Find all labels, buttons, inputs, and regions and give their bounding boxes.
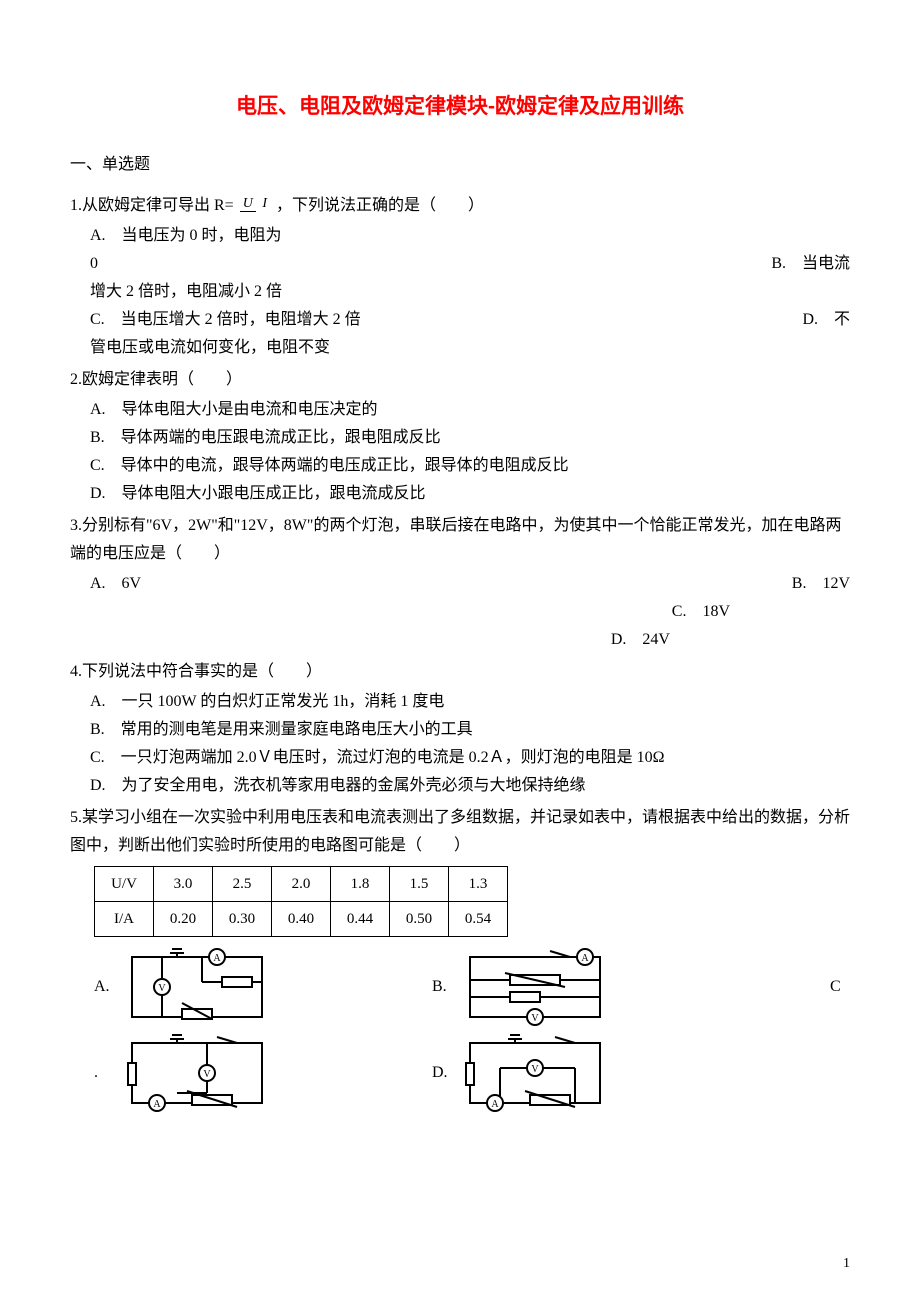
- fraction-u-over-i: U I: [240, 197, 270, 211]
- q4-stem: 4.下列说法中符合事实的是（ ）: [70, 658, 850, 686]
- q2-options: A. 导体电阻大小是由电流和电压决定的 B. 导体两端的电压跟电流成正比，跟电阻…: [70, 396, 850, 508]
- q2-stem: 2.欧姆定律表明（ ）: [70, 366, 850, 394]
- svg-text:V: V: [203, 1069, 211, 1080]
- q1-opt-b-part2: 增大 2 倍时，电阻减小 2 倍: [90, 278, 850, 306]
- cell: 2.5: [213, 867, 272, 902]
- q3-stem: 3.分别标有"6V，2W"和"12V，8W"的两个灯泡，串联后接在电路中，为使其…: [70, 512, 850, 568]
- question-4: 4.下列说法中符合事实的是（ ） A. 一只 100W 的白炽灯正常发光 1h，…: [70, 658, 850, 800]
- q5-opt-a-label: A.: [94, 973, 114, 1001]
- svg-text:A: A: [153, 1099, 161, 1110]
- q5-data-table: U/V 3.0 2.5 2.0 1.8 1.5 1.3 I/A 0.20 0.3…: [94, 866, 508, 937]
- table-row: U/V 3.0 2.5 2.0 1.8 1.5 1.3: [95, 867, 508, 902]
- q4-opt-a: A. 一只 100W 的白炽灯正常发光 1h，消耗 1 度电: [90, 688, 850, 716]
- q2-opt-c: C. 导体中的电流，跟导体两端的电压成正比，跟导体的电阻成反比: [90, 452, 850, 480]
- page: 电压、电阻及欧姆定律模块-欧姆定律及应用训练 一、单选题 1.从欧姆定律可导出 …: [0, 0, 920, 1302]
- cell: U/V: [95, 867, 154, 902]
- q5-opt-c-label-part1: C: [830, 973, 850, 1001]
- cell: 3.0: [154, 867, 213, 902]
- q4-opt-b: B. 常用的测电笔是用来测量家庭电路电压大小的工具: [90, 716, 850, 744]
- svg-text:A: A: [213, 953, 221, 964]
- q1-opt-d-part1: D. 不: [802, 306, 850, 334]
- circuit-diagram-c: V A: [122, 1033, 272, 1113]
- circuit-diagram-d: V A: [460, 1033, 610, 1113]
- question-3: 3.分别标有"6V，2W"和"12V，8W"的两个灯泡，串联后接在电路中，为使其…: [70, 512, 850, 654]
- q1-opt-b-part1: B. 当电流: [771, 250, 850, 278]
- q3-options: A. 6V B. 12V C. 18V D. 24V: [70, 570, 850, 654]
- q3-opt-c: C. 18V: [672, 603, 730, 620]
- section-heading: 一、单选题: [70, 150, 850, 174]
- svg-text:A: A: [491, 1099, 499, 1110]
- q4-options: A. 一只 100W 的白炽灯正常发光 1h，消耗 1 度电 B. 常用的测电笔…: [70, 688, 850, 800]
- q1-stem: 1.从欧姆定律可导出 R= U I ，下列说法正确的是（ ）: [70, 192, 850, 220]
- frac-num: U: [240, 196, 256, 212]
- circuit-diagram-a: A V: [122, 947, 272, 1027]
- cell: 0.54: [449, 902, 508, 937]
- cell: I/A: [95, 902, 154, 937]
- cell: 0.30: [213, 902, 272, 937]
- q2-opt-a: A. 导体电阻大小是由电流和电压决定的: [90, 396, 850, 424]
- q1-options: A. 当电压为 0 时，电阻为 0 B. 当电流 增大 2 倍时，电阻减小 2 …: [70, 222, 850, 362]
- q4-opt-c: C. 一只灯泡两端加 2.0Ｖ电压时，流过灯泡的电流是 0.2Ａ，则灯泡的电阻是…: [90, 744, 850, 772]
- svg-text:A: A: [581, 953, 589, 964]
- q5-opt-c-label-part2: .: [94, 1059, 114, 1087]
- q1-opt-c: C. 当电压增大 2 倍时，电阻增大 2 倍: [90, 306, 361, 334]
- doc-title: 电压、电阻及欧姆定律模块-欧姆定律及应用训练: [70, 90, 850, 120]
- page-number: 1: [843, 1256, 850, 1272]
- svg-text:V: V: [531, 1064, 539, 1075]
- q1-opt-a-line2: 0: [90, 250, 98, 278]
- frac-den: I: [259, 196, 270, 211]
- table-row: I/A 0.20 0.30 0.40 0.44 0.50 0.54: [95, 902, 508, 937]
- cell: 1.3: [449, 867, 508, 902]
- q1-stem-b: ，下列说法正确的是（ ）: [276, 197, 484, 214]
- q2-opt-d: D. 导体电阻大小跟电压成正比，跟电流成反比: [90, 480, 850, 508]
- q3-opt-a: A. 6V: [90, 570, 141, 598]
- cell: 0.50: [390, 902, 449, 937]
- circuit-row-2: . V A: [94, 1033, 850, 1113]
- q1-opt-d-part2: 管电压或电流如何变化，电阻不变: [90, 334, 850, 362]
- question-1: 1.从欧姆定律可导出 R= U I ，下列说法正确的是（ ） A. 当电压为 0…: [70, 192, 850, 362]
- q3-opt-d: D. 24V: [611, 631, 670, 648]
- q3-opt-b: B. 12V: [792, 570, 850, 598]
- cell: 1.5: [390, 867, 449, 902]
- question-2: 2.欧姆定律表明（ ） A. 导体电阻大小是由电流和电压决定的 B. 导体两端的…: [70, 366, 850, 508]
- q5-opt-d-label: D.: [432, 1059, 452, 1087]
- svg-text:V: V: [158, 983, 166, 994]
- q5-stem: 5.某学习小组在一次实验中利用电压表和电流表测出了多组数据，并记录如表中，请根据…: [70, 804, 850, 860]
- svg-text:V: V: [531, 1013, 539, 1024]
- q1-stem-a: 1.从欧姆定律可导出 R=: [70, 197, 238, 214]
- circuit-diagram-b: A V: [460, 947, 610, 1027]
- question-5: 5.某学习小组在一次实验中利用电压表和电流表测出了多组数据，并记录如表中，请根据…: [70, 804, 850, 1113]
- q4-opt-d: D. 为了安全用电，洗衣机等家用电器的金属外壳必须与大地保持绝缘: [90, 772, 850, 800]
- q5-opt-b-label: B.: [432, 973, 452, 1001]
- q1-opt-a-line1: A. 当电压为 0 时，电阻为: [90, 222, 850, 250]
- circuit-row-1: A. A V: [94, 947, 850, 1027]
- q2-opt-b: B. 导体两端的电压跟电流成正比，跟电阻成反比: [90, 424, 850, 452]
- cell: 1.8: [331, 867, 390, 902]
- cell: 0.44: [331, 902, 390, 937]
- cell: 2.0: [272, 867, 331, 902]
- cell: 0.40: [272, 902, 331, 937]
- cell: 0.20: [154, 902, 213, 937]
